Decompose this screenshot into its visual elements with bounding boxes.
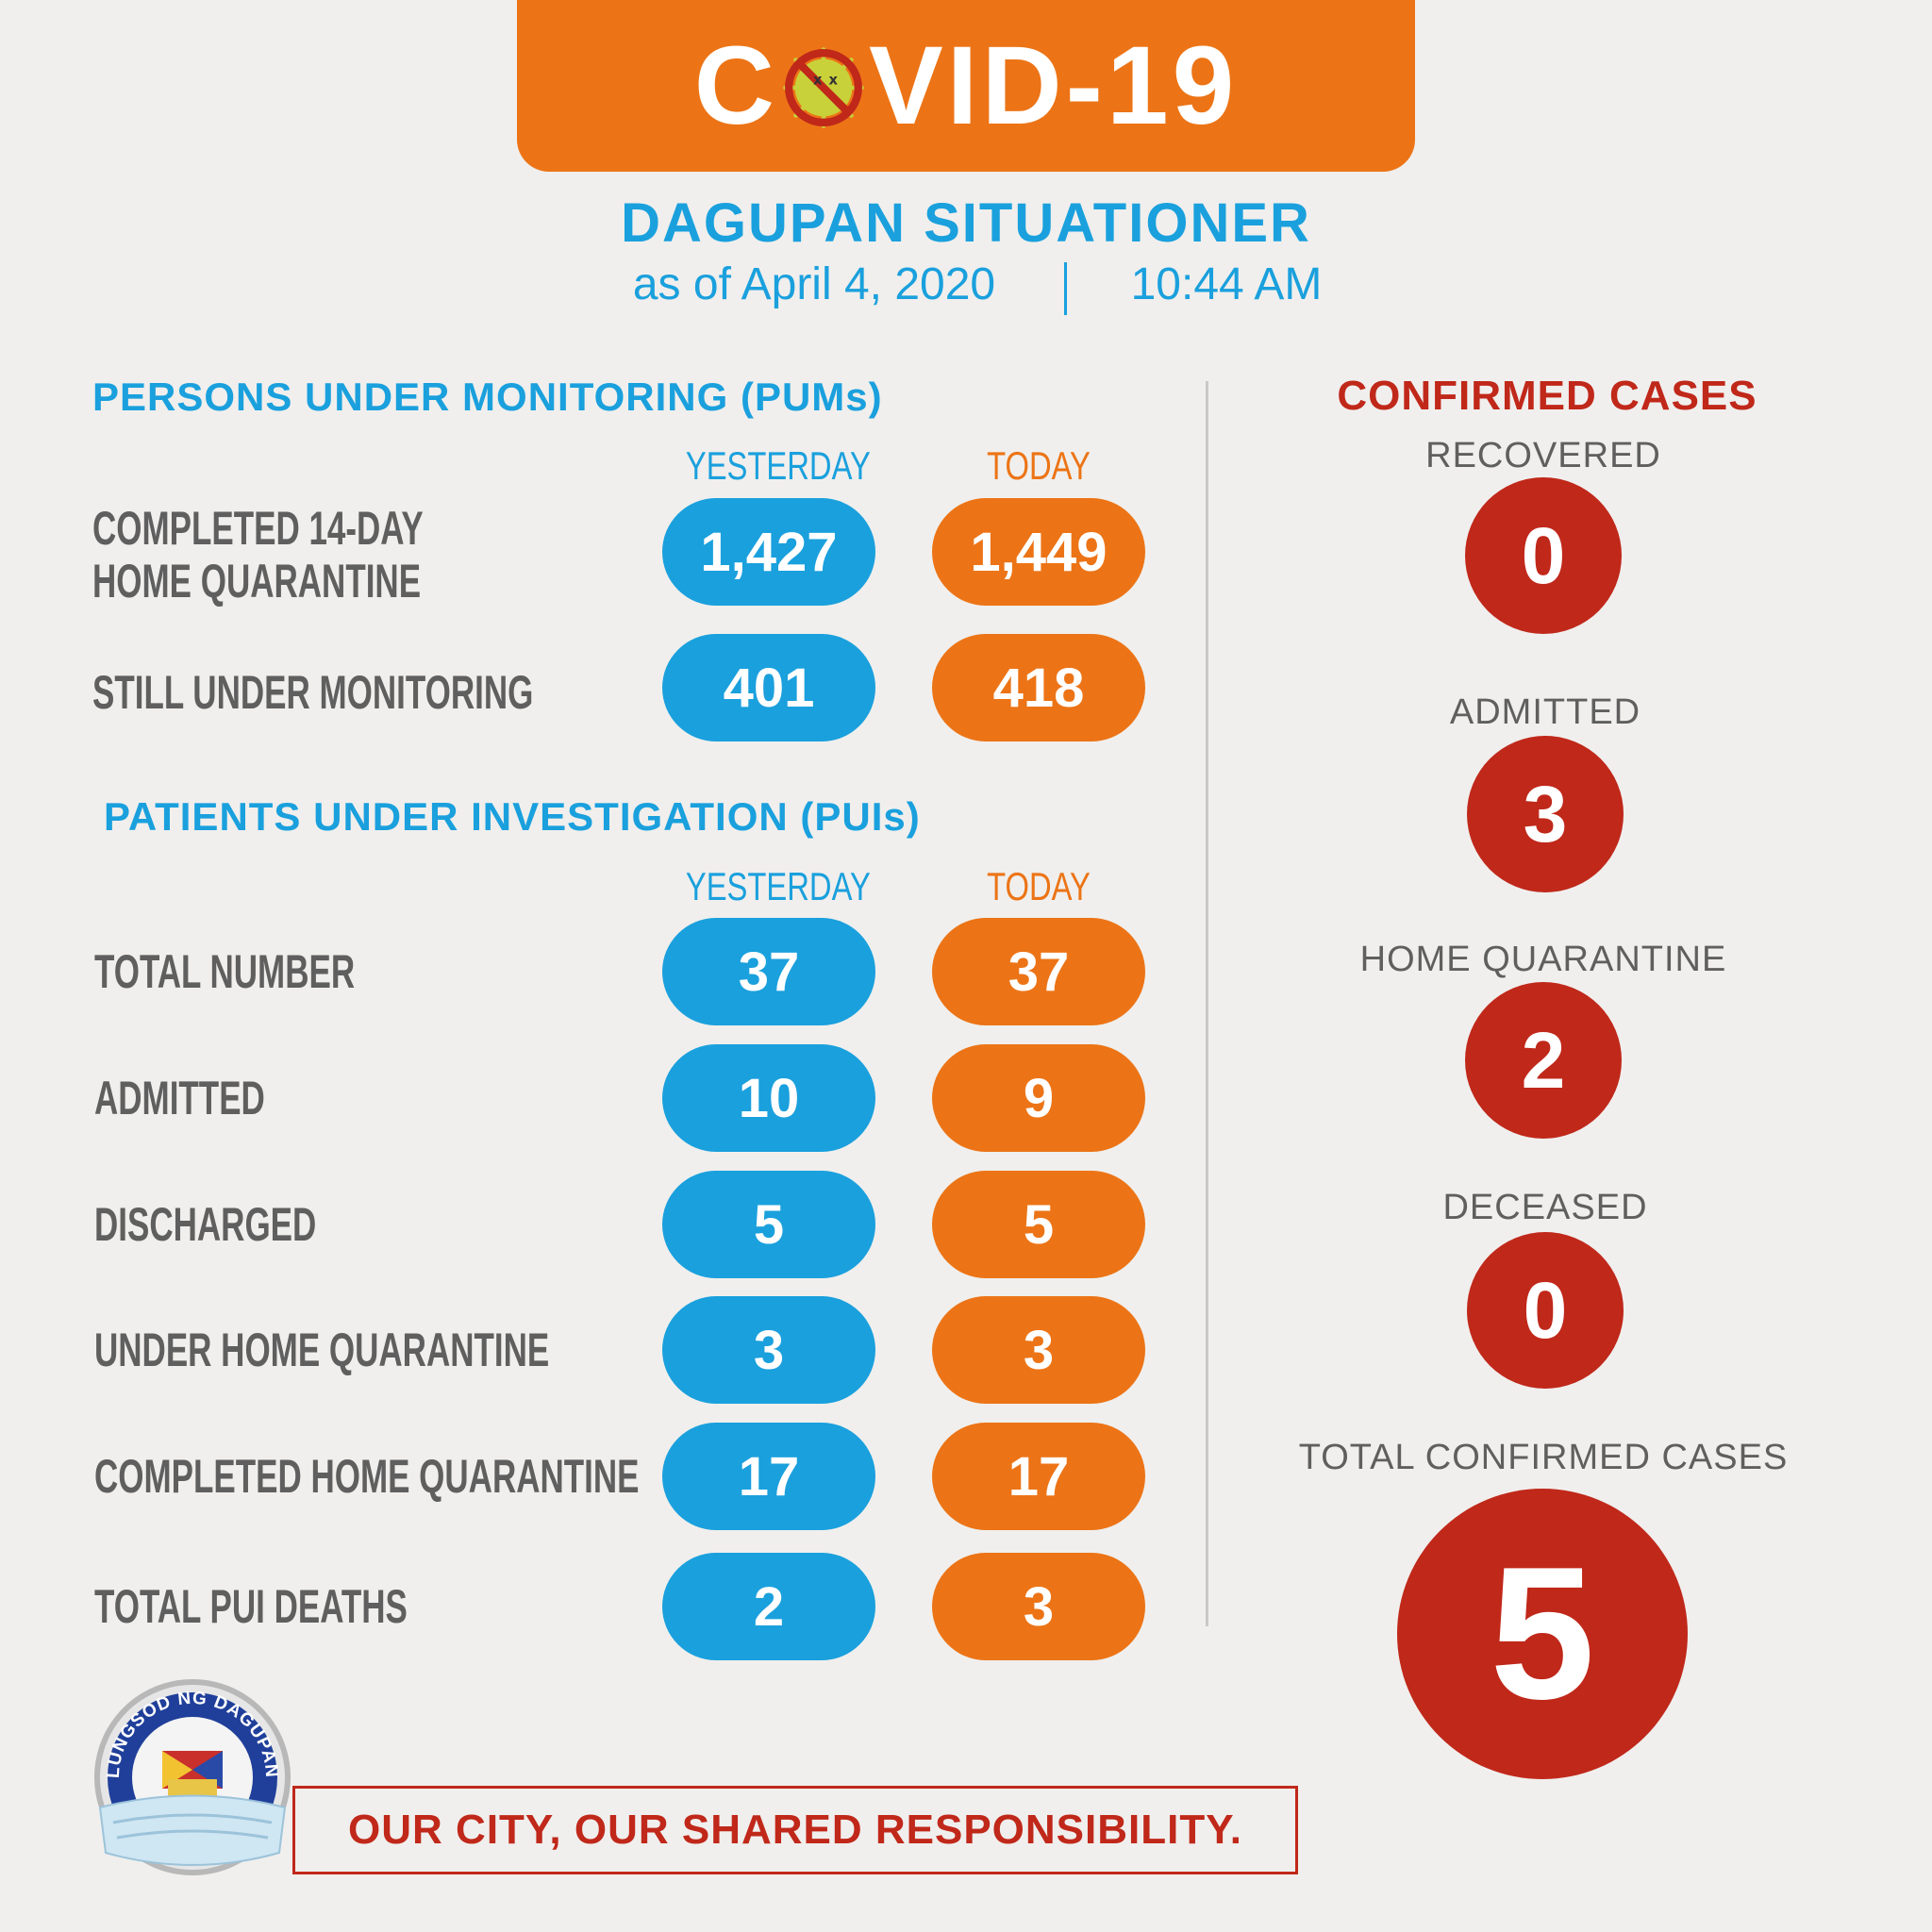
puis-section-title: PATIENTS UNDER INVESTIGATION (PUIs): [104, 794, 921, 839]
deceased-value: 0: [1467, 1232, 1624, 1389]
pui-today-value: 9: [932, 1044, 1145, 1152]
column-divider: [1206, 381, 1208, 1626]
pui-yesterday-value: 17: [662, 1423, 875, 1530]
pui-row-label: DISCHARGED: [94, 1198, 317, 1251]
pum-row-label: COMPLETED 14-DAY HOME QUARANTINE: [92, 502, 424, 608]
pums-col-today: TODAY: [987, 443, 1091, 488]
date-time-divider: [1064, 262, 1067, 315]
pum-today-value: 418: [932, 634, 1145, 741]
total-confirmed-label: TOTAL CONFIRMED CASES: [1298, 1438, 1789, 1477]
pui-today-value: 3: [932, 1553, 1145, 1660]
virus-icon: x x: [783, 47, 864, 128]
admitted-label: ADMITTED: [1449, 692, 1641, 732]
pui-row-label: TOTAL NUMBER: [94, 945, 356, 998]
title-suffix: VID-19: [868, 24, 1239, 148]
recovered-label: RECOVERED: [1425, 436, 1661, 475]
city-seal-logo: LUNGSOD NG DAGUPAN: [94, 1679, 291, 1875]
pum-row-label-line1: COMPLETED 14-DAY: [92, 502, 424, 555]
situationer-title: DAGUPAN SITUATIONER: [621, 192, 1311, 254]
svg-text:x: x: [813, 72, 825, 88]
pui-row-label: COMPLETED HOME QUARANTINE: [94, 1450, 640, 1503]
pui-yesterday-value: 10: [662, 1044, 875, 1152]
slogan-frame: [292, 1786, 1298, 1874]
pui-today-value: 37: [932, 918, 1145, 1025]
total-confirmed-value: 5: [1397, 1489, 1688, 1779]
home-quarantine-label: HOME QUARANTINE: [1359, 940, 1727, 979]
deceased-label: DECEASED: [1442, 1188, 1648, 1227]
pui-row-label: ADMITTED: [94, 1072, 265, 1124]
recovered-value: 0: [1465, 477, 1622, 634]
pui-today-value: 3: [932, 1296, 1145, 1404]
pums-section-title: PERSONS UNDER MONITORING (PUMs): [92, 375, 883, 419]
pui-yesterday-value: 2: [662, 1553, 875, 1660]
pui-yesterday-value: 5: [662, 1171, 875, 1278]
confirmed-cases-title: CONFIRMED CASES: [1337, 373, 1757, 419]
pui-today-value: 5: [932, 1171, 1145, 1278]
pui-row-label: TOTAL PUI DEATHS: [94, 1580, 408, 1633]
pum-yesterday-value: 401: [662, 634, 875, 741]
title-banner: [517, 0, 1415, 172]
pui-row-label: UNDER HOME QUARANTINE: [94, 1324, 550, 1376]
pum-row-label-line2: HOME QUARANTINE: [92, 555, 422, 608]
as-of-date: as of April 4, 2020: [632, 259, 996, 309]
pui-yesterday-value: 3: [662, 1296, 875, 1404]
as-of-time: 10:44 AM: [1130, 259, 1323, 309]
admitted-value: 3: [1467, 736, 1624, 892]
puis-col-today: TODAY: [987, 864, 1091, 908]
slogan-text: OUR CITY, OUR SHARED RESPONSIBILITY.: [348, 1807, 1242, 1853]
pum-today-value: 1,449: [932, 498, 1145, 606]
home-quarantine-value: 2: [1465, 982, 1622, 1139]
title-prefix: C: [693, 24, 778, 148]
puis-col-yesterday: YESTERDAY: [685, 864, 871, 908]
pums-col-yesterday: YESTERDAY: [685, 443, 871, 488]
pum-row-label: STILL UNDER MONITORING: [92, 666, 534, 719]
pui-today-value: 17: [932, 1423, 1145, 1530]
page-title: C x x VID-19: [517, 25, 1415, 147]
pum-yesterday-value: 1,427: [662, 498, 875, 606]
pui-yesterday-value: 37: [662, 918, 875, 1025]
svg-text:x: x: [828, 72, 841, 88]
